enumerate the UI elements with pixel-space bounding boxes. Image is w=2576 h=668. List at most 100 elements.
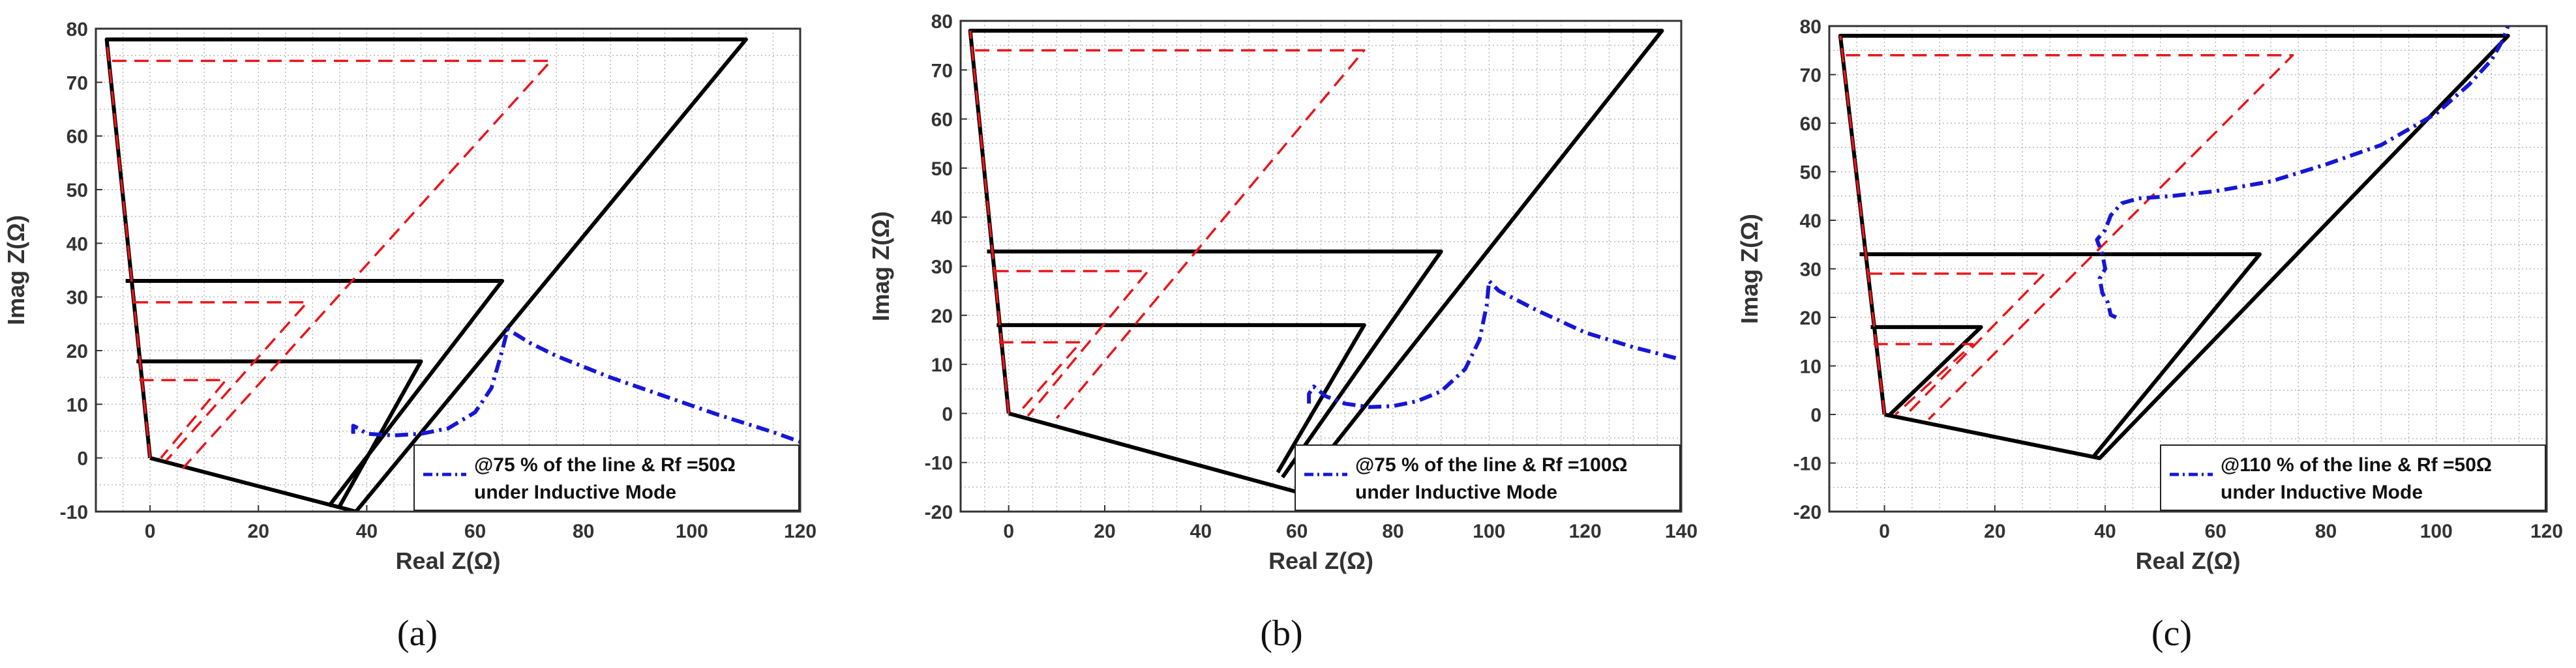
- series-line-dashed: [112, 59, 552, 470]
- legend-line-1: @75 % of the line & Rf =50Ω: [474, 454, 736, 476]
- series-line-dashed: [1873, 343, 1974, 416]
- x-tick-label: 40: [1190, 521, 1212, 542]
- series-line-solid: [125, 279, 505, 508]
- y-tick-label: 10: [1800, 356, 1821, 378]
- y-tick-label: -10: [60, 502, 88, 523]
- series-line-dashed: [968, 30, 1010, 414]
- y-tick-label: 60: [931, 109, 953, 131]
- series-line-dashed: [975, 49, 1366, 420]
- series-line-dashdot: [351, 327, 800, 444]
- y-tick-label: 40: [1800, 211, 1821, 232]
- y-tick-label: 70: [1800, 65, 1821, 87]
- x-tick-label: 20: [1094, 521, 1115, 542]
- series-line-dashed: [134, 301, 308, 461]
- y-tick-label: -20: [1793, 502, 1821, 523]
- x-tick-label: 0: [1879, 521, 1890, 542]
- x-tick-label: 60: [1286, 521, 1308, 542]
- y-tick-label: -20: [925, 502, 953, 523]
- legend-line-1: @75 % of the line & Rf =100Ω: [1355, 454, 1628, 476]
- chart-b: 0 20 40 60 80 100 120 140 -20 -10 0 10 20 30 40 50 60 70 8…: [867, 11, 1698, 654]
- y-tick-label: 40: [931, 207, 953, 229]
- y-tick-label: 50: [67, 180, 88, 201]
- y-axis-label: Imag Z(Ω): [3, 215, 29, 325]
- y-tick-label: 30: [1800, 259, 1821, 281]
- x-tick-label: 100: [676, 521, 708, 542]
- y-tick-label: 40: [67, 233, 88, 255]
- series-line-dashed: [139, 379, 228, 459]
- x-axis-label: Real Z(Ω): [1268, 547, 1373, 574]
- y-axis-label: Imag Z(Ω): [867, 211, 894, 321]
- series-line-solid: [1859, 252, 2262, 457]
- legend-box: [413, 444, 800, 511]
- y-tick-label: 20: [1800, 308, 1821, 329]
- x-tick-label: 60: [2205, 521, 2226, 542]
- series-line-solid: [136, 359, 423, 508]
- x-tick-label: 20: [248, 521, 269, 542]
- x-tick-label: 60: [464, 521, 486, 542]
- y-tick-label: 0: [1810, 405, 1821, 426]
- y-tick-label: 80: [1800, 16, 1821, 38]
- y-tick-label: -10: [925, 453, 953, 474]
- x-tick-label: 120: [2530, 521, 2563, 542]
- y-tick-label: 10: [931, 355, 953, 376]
- series-line-dashdot: [1307, 279, 1681, 409]
- series-group: [1838, 26, 2510, 460]
- y-tick-label: 60: [1800, 113, 1821, 135]
- y-tick-label: 80: [67, 19, 88, 40]
- x-tick-label: 140: [1665, 521, 1698, 542]
- series-line-dashed: [1846, 53, 2294, 420]
- plot-frame: [95, 27, 801, 513]
- x-tick-label: 80: [2315, 521, 2337, 542]
- legend-line-2: under Inductive Mode: [2221, 482, 2423, 503]
- x-tick-label: 0: [1003, 521, 1014, 542]
- y-tick-label: 60: [67, 126, 88, 148]
- x-tick-label: 100: [2420, 521, 2453, 542]
- y-axis-label: Imag Z(Ω): [1736, 214, 1763, 324]
- x-tick-label: 0: [145, 521, 156, 542]
- x-axis-label: Real Z(Ω): [2136, 547, 2241, 574]
- y-tick-label: -10: [1793, 454, 1821, 475]
- series-line-dashed: [994, 270, 1150, 417]
- x-tick-label: 120: [784, 521, 816, 542]
- series-line-solid: [104, 37, 748, 512]
- legend-box: [2160, 444, 2546, 511]
- series-line-solid: [996, 323, 1366, 474]
- x-tick-label: 80: [1382, 521, 1403, 542]
- x-tick-label: 100: [1473, 521, 1505, 542]
- y-tick-label: 0: [77, 448, 88, 470]
- y-tick-label: 0: [942, 403, 953, 425]
- x-tick-label: 20: [1984, 521, 2005, 542]
- series-line-dashed: [998, 341, 1082, 414]
- subfigure-caption: (c): [2151, 613, 2192, 654]
- y-tick-label: 30: [67, 287, 88, 309]
- subfigure-caption: (a): [397, 613, 438, 654]
- series-line-dashdot: [2095, 26, 2510, 319]
- x-tick-label: 120: [1569, 521, 1602, 542]
- y-tick-label: 70: [67, 72, 88, 94]
- y-tick-label: 20: [67, 341, 88, 362]
- x-tick-label: 80: [573, 521, 594, 542]
- series-line-dashed: [1839, 35, 1886, 415]
- series-group: [968, 29, 1681, 494]
- x-tick-label: 40: [356, 521, 378, 542]
- legend-line-2: under Inductive Mode: [474, 482, 676, 503]
- chart-a: 0 20 40 60 80 100 120 -10 0 10 20 30 40 50 60 70 80 Real …: [3, 19, 816, 654]
- legend: @110 % of the line & Rf =50Ω under Induct…: [2160, 444, 2546, 511]
- series-line-dashed: [105, 39, 151, 458]
- x-axis-label: Real Z(Ω): [396, 547, 501, 574]
- legend-line-1: @110 % of the line & Rf =50Ω: [2221, 454, 2492, 476]
- y-tick-label: 80: [931, 11, 953, 33]
- series-line-solid: [1870, 325, 1983, 416]
- y-tick-label: 20: [931, 306, 953, 327]
- legend-line-2: under Inductive Mode: [1355, 482, 1557, 503]
- x-tick-label: 40: [2094, 521, 2116, 542]
- legend-box: [1295, 444, 1681, 511]
- y-tick-label: 30: [931, 257, 953, 278]
- legend: @75 % of the line & Rf =100Ω under Induct…: [1295, 444, 1681, 511]
- y-tick-label: 50: [931, 158, 953, 180]
- y-tick-label: 70: [931, 60, 953, 81]
- chart-c: 0 20 40 60 80 100 120 -20 -10 0 10 20 30 40 50 60 70 80 Re…: [1736, 16, 2563, 654]
- legend: @75 % of the line & Rf =50Ω under Inducti…: [413, 444, 800, 511]
- y-tick-label: 10: [67, 394, 88, 416]
